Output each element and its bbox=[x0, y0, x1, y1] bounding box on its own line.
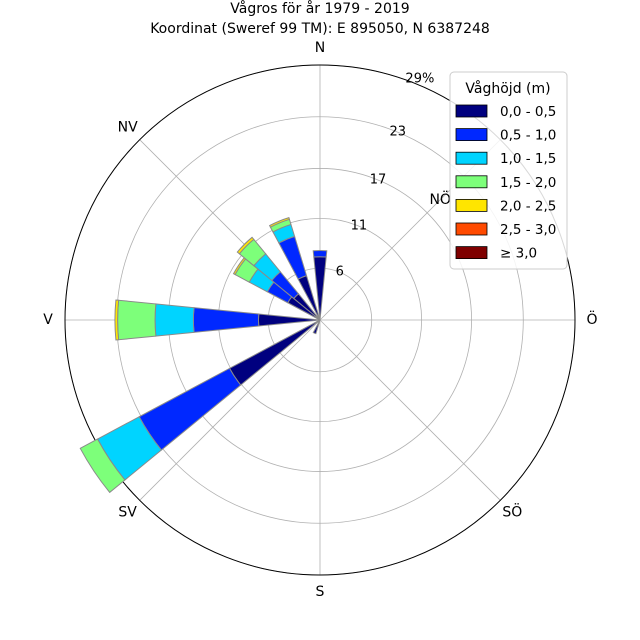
sector-bars bbox=[79, 217, 328, 494]
bar-sector-2-bin-0 bbox=[228, 319, 321, 386]
legend-swatch-6 bbox=[455, 246, 488, 260]
direction-label-0: N bbox=[315, 40, 325, 56]
legend-swatch-3 bbox=[455, 175, 488, 189]
radial-tick-4: 29% bbox=[405, 71, 434, 86]
legend-label-3: 1,5 - 2,0 bbox=[500, 175, 556, 191]
legend-title: Våghöjd (m) bbox=[465, 80, 550, 97]
legend-label-5: 2,5 - 3,0 bbox=[500, 222, 556, 238]
polar-grid bbox=[64, 64, 576, 576]
chart-title: Vågros för år 1979 - 2019 bbox=[230, 0, 409, 17]
legend-swatch-1 bbox=[455, 128, 488, 142]
grid-spoke-5 bbox=[319, 319, 501, 501]
legend-entries: 0,0 - 0,5 0,5 - 1,0 1,0 - 1,5 1,5 - 2,0 2,0 … bbox=[455, 104, 556, 262]
legend-label-6: ≥ 3,0 bbox=[500, 246, 537, 262]
bar-sector-3-bin-4 bbox=[114, 299, 120, 341]
direction-label-5: SÖ bbox=[502, 502, 522, 520]
legend-label-2: 1,0 - 1,5 bbox=[500, 151, 556, 167]
bar-sector-0-bin-1 bbox=[312, 249, 328, 258]
legend-swatch-4 bbox=[455, 198, 488, 212]
radial-tick-1: 11 bbox=[351, 219, 368, 234]
legend: Våghöjd (m) 0,0 - 0,5 0,5 - 1,0 1,0 - 1,5 1… bbox=[449, 71, 568, 270]
bar-sector-3-bin-0 bbox=[257, 313, 321, 327]
radial-tick-0: 6 bbox=[336, 265, 344, 280]
bar-sector-3-bin-1 bbox=[192, 307, 260, 333]
bar-sector-3-bin-3 bbox=[117, 299, 157, 341]
bar-sector-2-bin-3 bbox=[79, 438, 126, 494]
legend-frame bbox=[449, 71, 568, 270]
direction-label-ne: NÖ bbox=[429, 190, 451, 208]
direction-label-2: V bbox=[43, 312, 53, 328]
outer-ring bbox=[64, 64, 576, 576]
direction-label-4: S bbox=[316, 584, 325, 600]
direction-label-1: NV bbox=[118, 120, 138, 136]
direction-label-6: Ö bbox=[586, 310, 597, 328]
chart-subtitle: Koordinat (Sweref 99 TM): E 895050, N 63… bbox=[150, 21, 490, 37]
bar-sector-5-bin-4 bbox=[236, 236, 255, 255]
bar-sector-1-bin-0 bbox=[312, 319, 321, 335]
polar-axis-labels: N NV V SV S SÖ Ö 6 11 17 23 29% NÖ bbox=[43, 40, 597, 600]
grid-spoke-3 bbox=[139, 319, 321, 501]
legend-label-4: 2,0 - 2,5 bbox=[500, 198, 556, 214]
legend-label-0: 0,0 - 0,5 bbox=[500, 104, 556, 120]
bar-sector-3-bin-2 bbox=[154, 303, 195, 337]
bar-sector-2-bin-1 bbox=[138, 367, 242, 451]
radial-tick-2: 17 bbox=[370, 172, 387, 187]
legend-swatch-2 bbox=[455, 151, 488, 165]
legend-label-1: 0,5 - 1,0 bbox=[500, 128, 556, 144]
radial-tick-3: 23 bbox=[390, 125, 407, 140]
legend-swatch-5 bbox=[455, 222, 488, 236]
bar-sector-6-bin-4 bbox=[268, 217, 291, 228]
bar-sector-6-bin-1 bbox=[278, 235, 308, 280]
legend-swatch-0 bbox=[455, 104, 488, 118]
direction-label-3: SV bbox=[118, 504, 137, 520]
